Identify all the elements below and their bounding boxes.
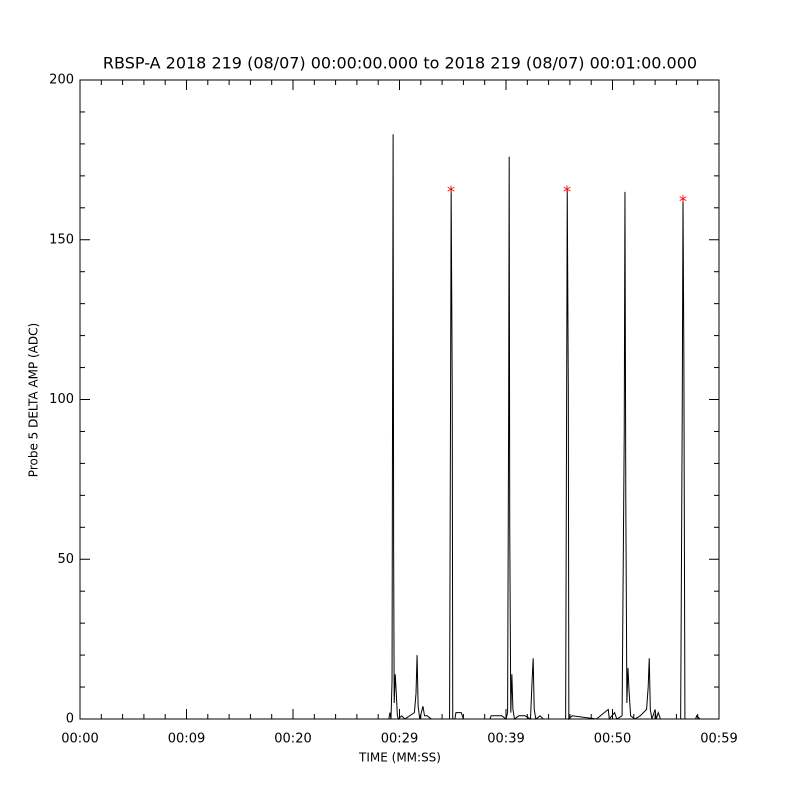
chart-title: RBSP-A 2018 219 (08/07) 00:00:00.000 to … — [103, 54, 697, 73]
x-tick-label: 00:20 — [274, 732, 311, 747]
y-tick-label: 0 — [66, 712, 74, 727]
data-line — [388, 134, 701, 721]
y-tick-label: 100 — [49, 392, 74, 407]
x-tick-label: 00:09 — [168, 732, 205, 747]
y-tick-label: 200 — [49, 73, 74, 88]
x-tick-label: 00:50 — [594, 732, 631, 747]
peak-marker: * — [447, 182, 455, 201]
y-axis-label: Probe 5 DELTA AMP (ADC) — [27, 323, 41, 477]
peak-marker: * — [679, 192, 687, 211]
y-tick-label: 150 — [49, 232, 74, 247]
peak-marker: * — [563, 182, 571, 201]
x-tick-label: 00:39 — [487, 732, 524, 747]
x-axis-label: TIME (MM:SS) — [358, 751, 441, 765]
x-tick-label: 00:29 — [381, 732, 418, 747]
y-tick-label: 50 — [57, 552, 74, 567]
x-tick-label: 00:59 — [700, 732, 737, 747]
x-tick-label: 00:00 — [61, 732, 98, 747]
